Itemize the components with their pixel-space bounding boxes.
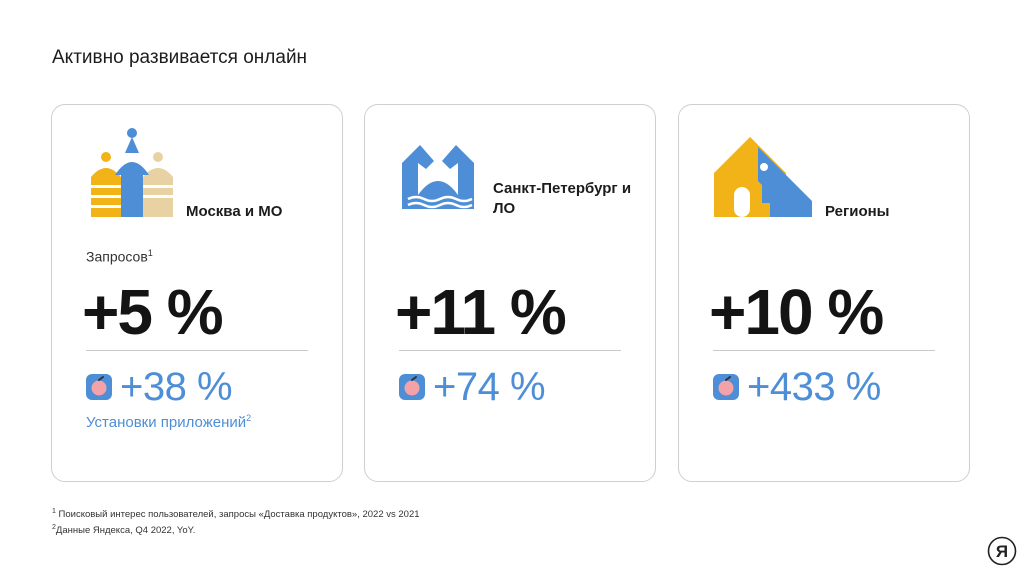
kremlin-icon <box>85 125 177 224</box>
region-name: Регионы <box>825 203 890 220</box>
app-installs-row: +38 % <box>86 365 233 409</box>
bridge-icon <box>398 125 490 224</box>
page-title: Активно развивается онлайн <box>52 47 308 68</box>
card-spb: Санкт-Петербург и ЛО +11 % +74 % <box>364 104 656 482</box>
footnote-1: 1 Поисковый интерес пользователей, запро… <box>52 508 420 521</box>
app-icon <box>86 374 112 400</box>
metric-label: Запросов1 <box>86 248 153 265</box>
app-installs-row: +74 % <box>399 365 546 409</box>
brand-letter: Я <box>996 542 1008 561</box>
divider <box>86 350 308 351</box>
footnote-2: 2Данные Яндекса, Q4 2022, YoY. <box>52 524 196 537</box>
requests-growth-value: +5 % <box>82 276 224 348</box>
yandex-logo-icon: Я <box>987 536 1017 566</box>
card-moscow: Москва и МО Запросов1 +5 % +38 % Установ… <box>51 104 343 482</box>
house-icon <box>712 125 812 224</box>
requests-growth-value: +11 % <box>395 276 567 348</box>
requests-growth-value: +10 % <box>709 276 884 348</box>
app-installs-value: +38 % <box>120 365 233 409</box>
region-name: Москва и МО <box>186 203 283 220</box>
card-regions: Регионы +10 % +433 % <box>678 104 970 482</box>
region-name: Санкт-Петербург и ЛО <box>493 180 632 217</box>
app-icon <box>713 374 739 400</box>
app-installs-value: +74 % <box>433 365 546 409</box>
divider <box>713 350 935 351</box>
app-icon <box>399 374 425 400</box>
divider <box>399 350 621 351</box>
app-installs-caption: Установки приложений2 <box>86 413 252 431</box>
app-installs-value: +433 % <box>747 365 881 409</box>
footnotes: 1 Поисковый интерес пользователей, запро… <box>52 505 420 537</box>
app-installs-row: +433 % <box>713 365 881 409</box>
